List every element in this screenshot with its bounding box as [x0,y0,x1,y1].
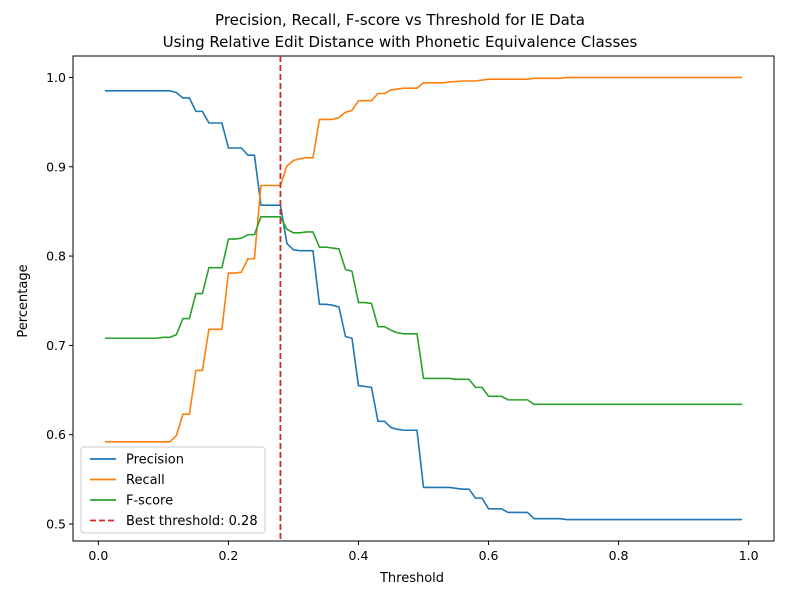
y-tick-label: 1.0 [46,70,66,85]
y-tick-label: 0.5 [46,517,66,532]
legend-label: F-score [126,494,173,509]
y-axis-label: Percentage [16,264,31,337]
x-tick-label: 0.2 [218,548,238,563]
x-tick-label: 0.0 [88,548,108,563]
y-tick-label: 0.6 [46,427,66,442]
series-line-f-score [104,215,743,406]
chart-title-line-2: Using Relative Edit Distance with Phonet… [163,33,638,51]
series-line-precision [104,90,743,521]
x-tick-label: 0.6 [479,548,499,563]
x-axis-label: Threshold [379,571,444,586]
x-tick-label: 0.4 [349,548,369,563]
x-tick-label: 1.0 [739,548,759,563]
legend-label: Precision [126,453,184,468]
legend-label: Best threshold: 0.28 [126,514,258,529]
y-tick-label: 0.7 [46,338,66,353]
series-line-recall [104,76,743,443]
chart-title-line-1: Precision, Recall, F-score vs Threshold … [215,11,585,29]
legend-box [80,446,266,534]
x-tick-label: 0.8 [609,548,629,563]
y-tick-label: 0.8 [46,249,66,264]
y-tick-label: 0.9 [46,159,66,174]
legend: Precision Recall F-score Best threshold: 0.… [80,446,266,534]
legend-label: Recall [126,473,165,488]
